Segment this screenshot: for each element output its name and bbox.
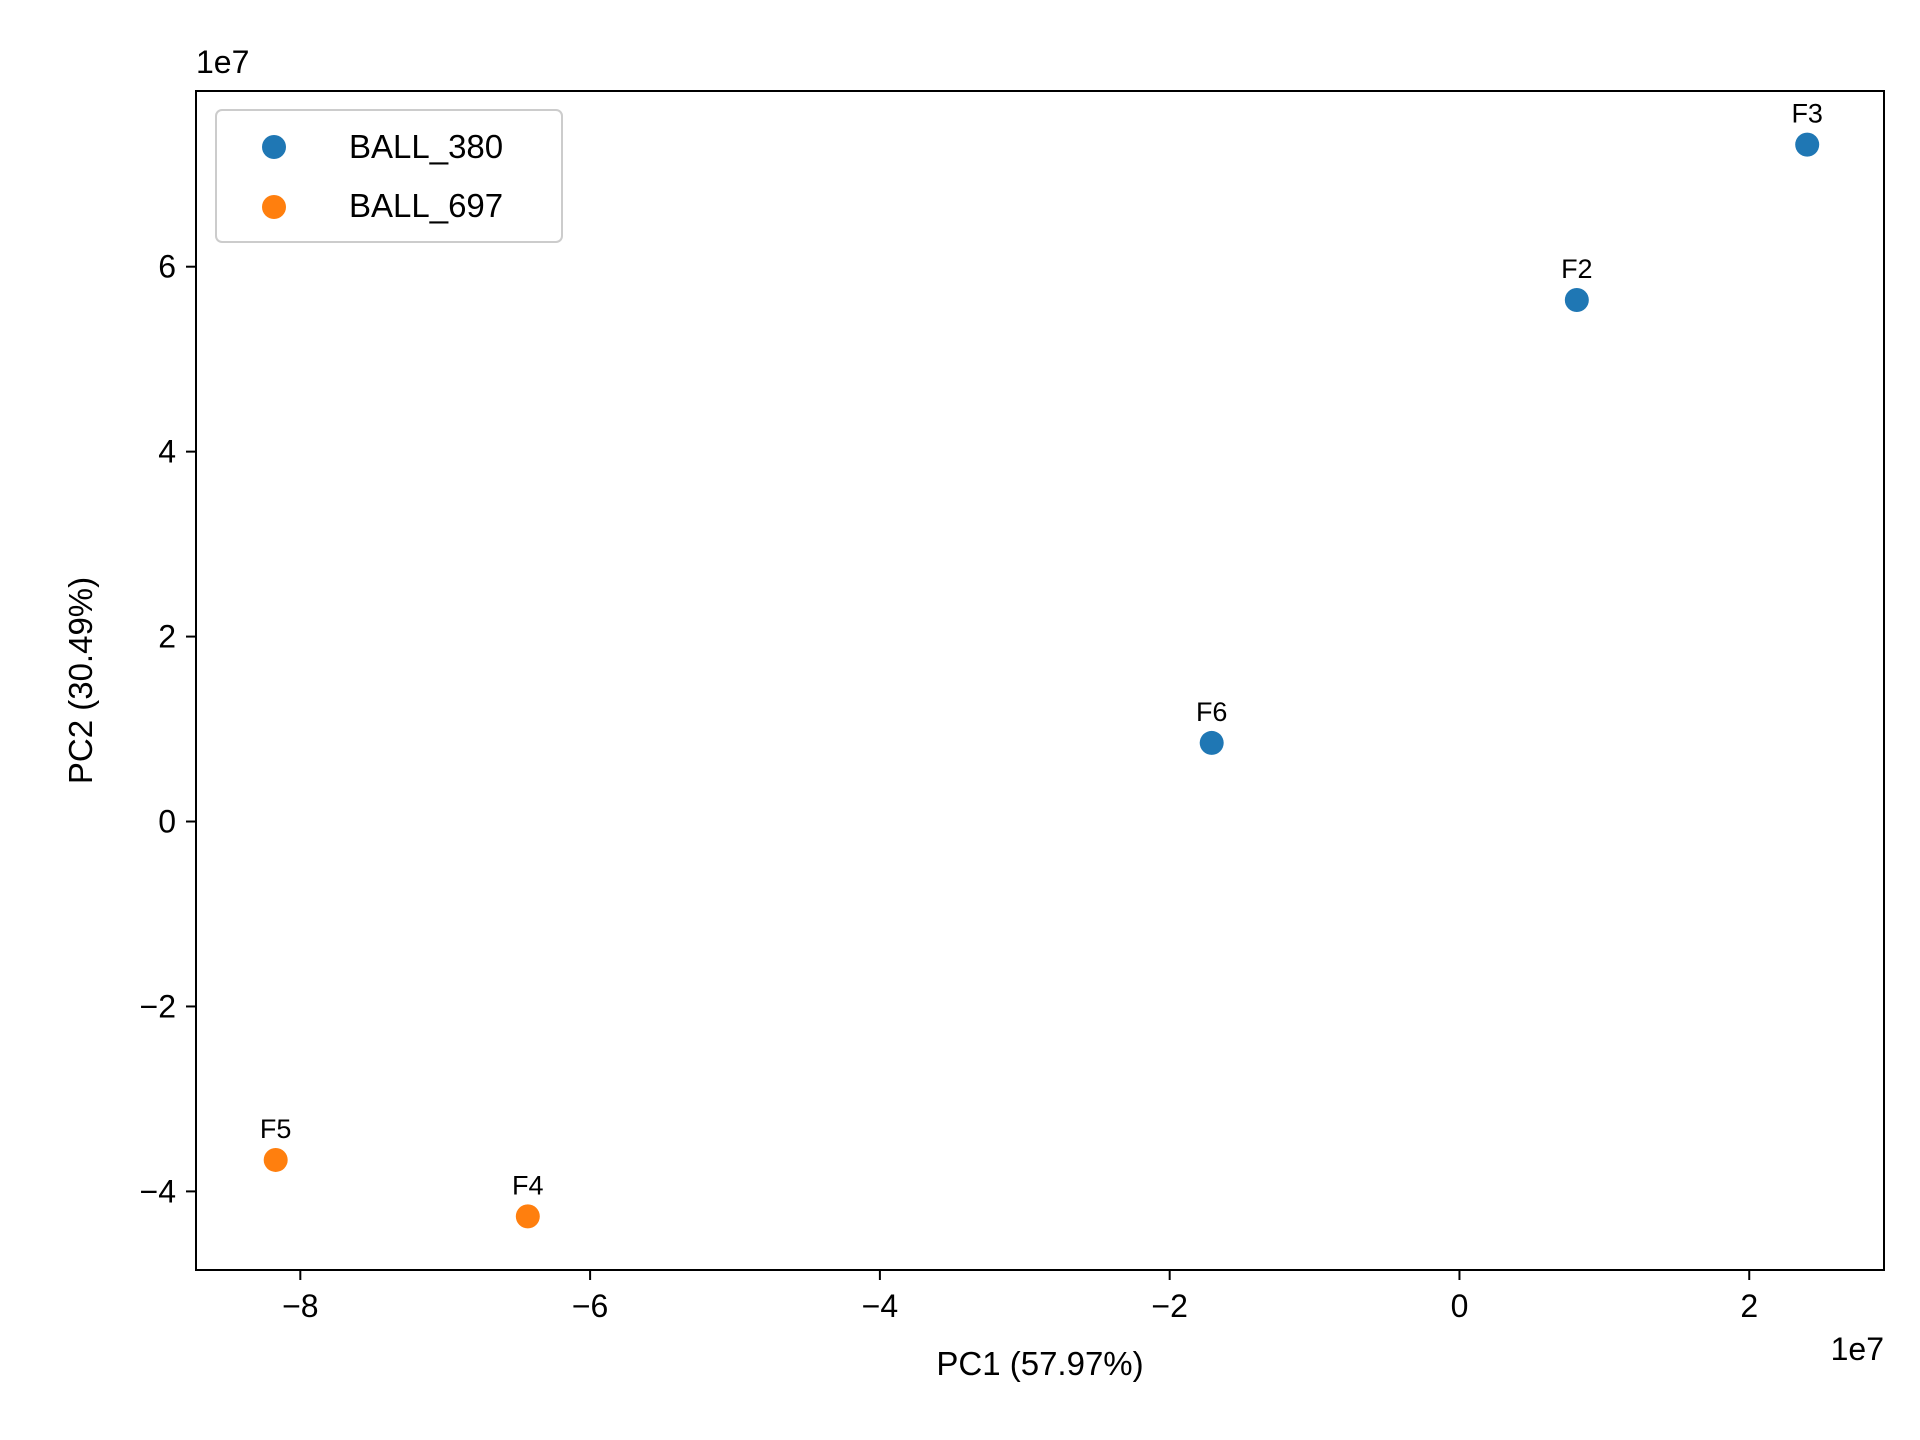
x-tick-label: −8 (282, 1288, 318, 1324)
x-axis-label: PC1 (57.97%) (936, 1345, 1143, 1382)
y-tick-label: −2 (140, 988, 176, 1024)
x-tick-label: −4 (862, 1288, 898, 1324)
point-label-f5: F5 (260, 1114, 292, 1144)
point-label-f2: F2 (1561, 254, 1593, 284)
y-tick-label: 2 (158, 619, 176, 655)
legend-box (215, 109, 563, 243)
legend-label-ball-380: BALL_380 (349, 128, 503, 165)
points-layer: F3 F2 F6 F5 F4 (260, 99, 1823, 1229)
x-axis-offset-text: 1e7 (1831, 1331, 1884, 1367)
point-label-f4: F4 (512, 1170, 544, 1200)
x-tick-label: −2 (1151, 1288, 1187, 1324)
legend: BALL_380 BALL_697 (215, 109, 563, 243)
ticks-layer: −8 −6 −4 −2 0 2 −4 −2 0 2 4 6 (140, 249, 1759, 1324)
y-tick-label: 6 (158, 249, 176, 285)
y-axis-label: PC2 (30.49%) (62, 577, 99, 784)
legend-marker-ball-380 (262, 135, 286, 159)
legend-label-ball-697: BALL_697 (349, 187, 503, 224)
x-tick-label: −6 (572, 1288, 608, 1324)
y-tick-label: 4 (158, 434, 176, 470)
x-tick-label: 2 (1740, 1288, 1758, 1324)
x-tick-label: 0 (1451, 1288, 1469, 1324)
data-point-f5 (263, 1147, 288, 1172)
legend-marker-ball-697 (262, 195, 286, 219)
data-point-f3 (1795, 132, 1820, 157)
y-tick-label: −4 (140, 1173, 176, 1209)
y-tick-label: 0 (158, 804, 176, 840)
point-label-f3: F3 (1791, 99, 1823, 129)
data-point-f6 (1199, 730, 1224, 755)
data-point-f2 (1564, 287, 1589, 312)
data-point-f4 (515, 1204, 540, 1229)
plot-frame (195, 90, 1885, 1271)
y-axis-offset-text: 1e7 (196, 44, 249, 80)
point-label-f6: F6 (1196, 697, 1228, 727)
